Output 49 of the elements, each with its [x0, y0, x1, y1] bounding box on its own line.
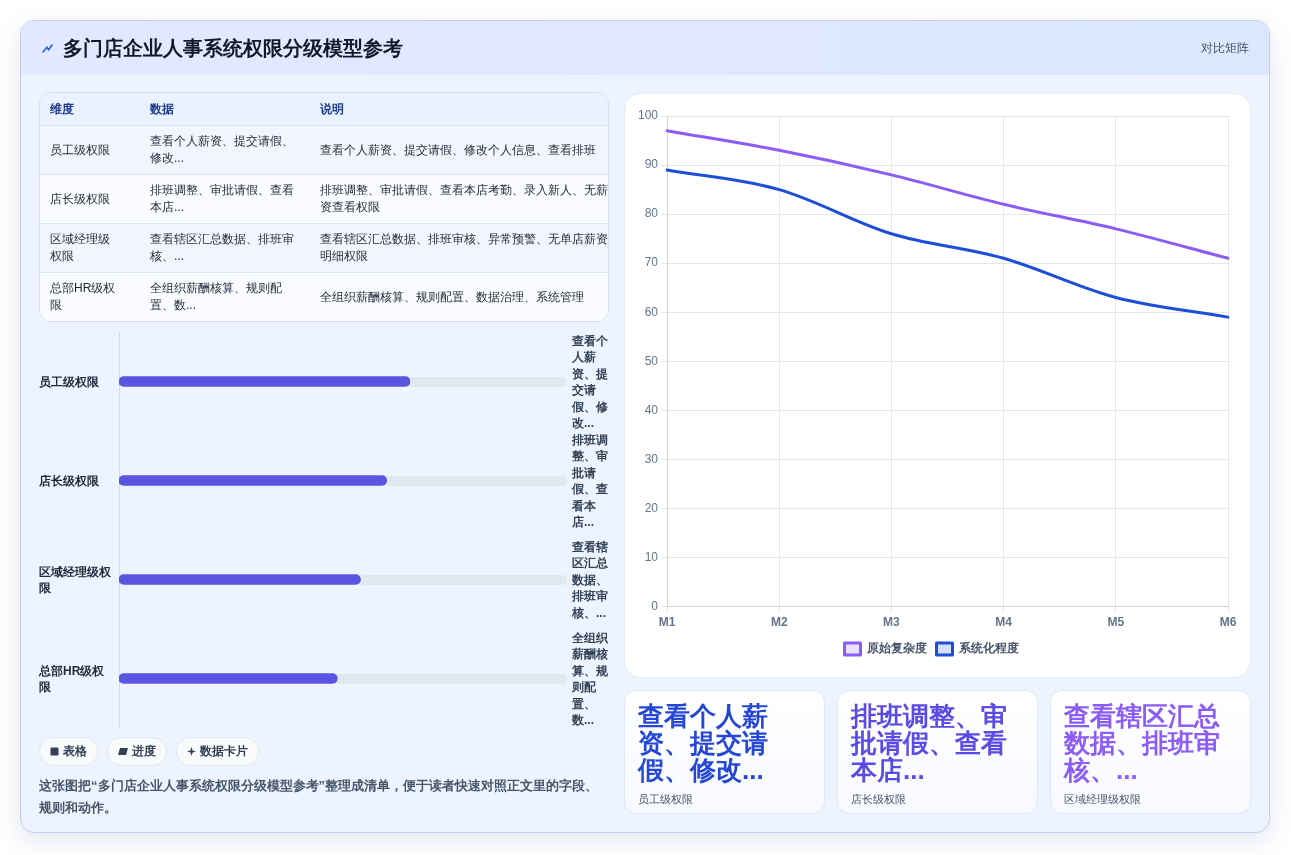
- y-tick-label: 店长级权限: [39, 472, 100, 489]
- y-tick-label: 区域经理级权限: [39, 563, 112, 596]
- text: 全组织薪酬核算、规则配置、数...: [150, 281, 282, 312]
- x-tick-label: M3: [883, 615, 901, 630]
- y-tick-label: 90: [644, 157, 659, 172]
- category-label: 进度: [132, 743, 156, 760]
- legend-label: 原始复杂度: [865, 641, 927, 656]
- text: 查看辖区汇总数据、排班审核、...: [572, 538, 609, 621]
- x-tick-label: M4: [995, 615, 1013, 630]
- legend-label: 系统化程度: [957, 641, 1019, 656]
- x-tick-label: M2: [770, 615, 788, 630]
- category-label: 维度: [40, 93, 140, 126]
- y-tick-label: 30: [644, 451, 659, 466]
- x-tick-label: M1: [658, 615, 676, 630]
- y-tick-label: 总部HR级权限: [39, 662, 106, 695]
- y-tick-label: 80: [644, 206, 659, 221]
- category-label: 店长级权限: [851, 792, 907, 807]
- category-label: 说明: [310, 93, 608, 126]
- x-tick-label: M6: [1219, 615, 1237, 630]
- category-label: 区域经理级权限: [1064, 792, 1142, 807]
- y-tick-label: 10: [644, 549, 659, 564]
- text: 这张图把“多门店企业人事系统权限分级模型参考”整理成清单，便于读者快速对照正文里的字段、规则和动作。: [39, 777, 599, 817]
- text: 查看个人薪资、提交请假、修改...: [638, 701, 769, 785]
- text: 全组织薪酬核算、规则配置、数据治理、系统管理: [320, 289, 584, 304]
- text: 查看辖区汇总数据、排班审核、异常预警、无单店薪资明细权限: [320, 232, 608, 263]
- y-tick-label: 员工级权限: [39, 373, 100, 390]
- y-tick-label: 40: [644, 402, 659, 417]
- y-tick-label: 20: [644, 500, 659, 515]
- category-label: 表格: [63, 743, 87, 760]
- category-label: 数据卡片: [200, 743, 248, 760]
- text: 查看个人薪资、提交请假、修改...: [150, 134, 294, 165]
- text: 排班调整、审批请假、查看本店...: [851, 701, 1008, 785]
- text: 排班调整、审批请假、查看本店...: [150, 183, 294, 214]
- text: 对比矩阵: [1201, 39, 1249, 57]
- text: 查看个人薪资、提交请假、修改...: [572, 332, 609, 431]
- y-tick-label: 50: [644, 353, 659, 368]
- text: 查看个人薪资、提交请假、修改个人信息、查看排班: [320, 142, 596, 157]
- text: 全组织薪酬核算、规则配置、数...: [572, 629, 609, 728]
- text: 排班调整、审批请假、查看本店...: [572, 431, 609, 530]
- y-tick-label: 100: [637, 108, 659, 123]
- text: 查看辖区汇总数据、排班审核、...: [150, 232, 294, 263]
- text: 多门店企业人事系统权限分级模型参考: [63, 35, 403, 61]
- y-tick-label: 60: [644, 304, 659, 319]
- text: 排班调整、审批请假、查看本店考勤、录入新人、无薪资查看权限: [320, 183, 608, 214]
- x-tick-label: M5: [1107, 615, 1125, 630]
- y-tick-label: 0: [651, 598, 659, 613]
- text: 查看辖区汇总数据、排班审核、...: [1064, 701, 1221, 785]
- category-label: 数据: [140, 93, 310, 126]
- y-tick-label: 70: [644, 255, 659, 270]
